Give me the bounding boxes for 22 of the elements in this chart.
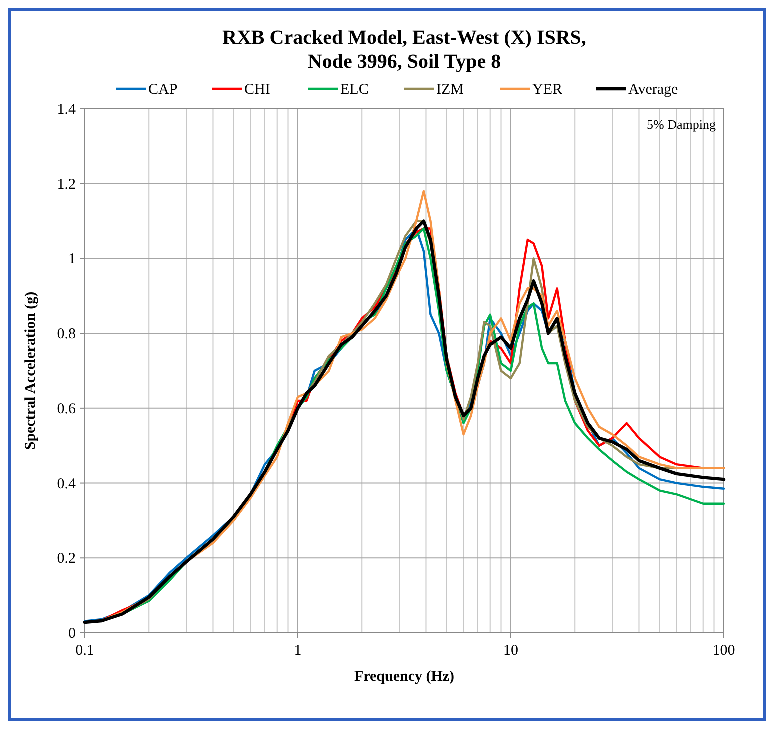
x-tick-label: 1 [294,643,302,659]
y-axis-title: Spectral Acceleration (g) [23,292,39,450]
x-tick-label: 100 [712,643,736,659]
legend-label: Average [628,82,679,98]
y-tick-label: 0.4 [57,476,76,492]
y-tick-label: 0.2 [57,551,76,568]
legend-label: CAP [148,82,178,98]
y-tick-label: 0.6 [57,401,76,418]
y-tick-label: 1.2 [57,176,76,193]
x-axis-title: Frequency (Hz) [354,669,455,685]
y-tick-label: 0.8 [57,326,76,343]
legend-label: YER [532,82,562,98]
annotation: 5% Damping [647,117,716,132]
chart-title: RXB Cracked Model, East-West (X) ISRS, Node 3996, Soil Type 8 [222,27,586,73]
y-tick-label: 0 [68,626,76,642]
y-tick-label: 1.4 [57,102,76,118]
y-tick-label: 1 [68,252,76,268]
x-tick-label: 10 [504,643,518,659]
x-tick-label: 0.1 [76,643,94,659]
legend-label: ELC [340,82,369,98]
legend-label: IZM [436,82,464,98]
legend-label: CHI [244,82,270,98]
